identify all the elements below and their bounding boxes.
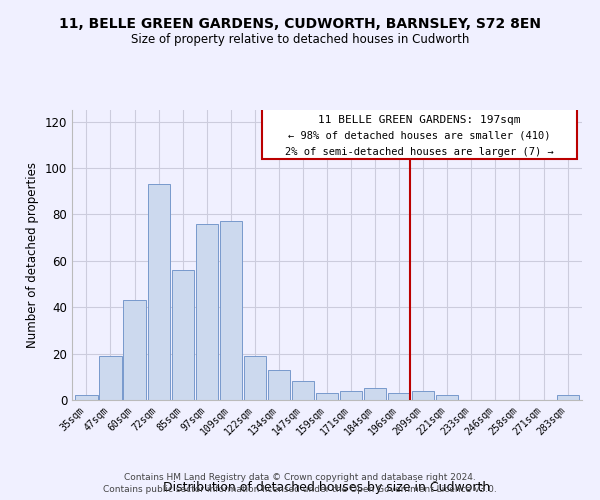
Bar — [100, 356, 122, 400]
Bar — [124, 300, 146, 400]
Bar — [244, 356, 266, 400]
Bar — [76, 396, 98, 400]
Bar — [220, 222, 242, 400]
FancyBboxPatch shape — [262, 108, 577, 158]
Bar — [268, 370, 290, 400]
Text: Contains HM Land Registry data © Crown copyright and database right 2024.: Contains HM Land Registry data © Crown c… — [124, 472, 476, 482]
Bar — [388, 393, 410, 400]
Bar — [316, 393, 338, 400]
Bar — [436, 396, 458, 400]
Bar — [292, 382, 314, 400]
X-axis label: Distribution of detached houses by size in Cudworth: Distribution of detached houses by size … — [163, 482, 491, 494]
Bar — [196, 224, 218, 400]
Bar — [557, 396, 578, 400]
Bar — [340, 390, 362, 400]
Bar — [172, 270, 194, 400]
Y-axis label: Number of detached properties: Number of detached properties — [26, 162, 39, 348]
Bar — [412, 390, 434, 400]
Text: ← 98% of detached houses are smaller (410): ← 98% of detached houses are smaller (41… — [289, 131, 551, 141]
Text: 11 BELLE GREEN GARDENS: 197sqm: 11 BELLE GREEN GARDENS: 197sqm — [319, 114, 521, 124]
Text: 11, BELLE GREEN GARDENS, CUDWORTH, BARNSLEY, S72 8EN: 11, BELLE GREEN GARDENS, CUDWORTH, BARNS… — [59, 18, 541, 32]
Text: Contains public sector information licensed under the Open Government Licence v3: Contains public sector information licen… — [103, 485, 497, 494]
Text: 2% of semi-detached houses are larger (7) →: 2% of semi-detached houses are larger (7… — [285, 147, 554, 157]
Bar — [148, 184, 170, 400]
Bar — [364, 388, 386, 400]
Text: Size of property relative to detached houses in Cudworth: Size of property relative to detached ho… — [131, 32, 469, 46]
